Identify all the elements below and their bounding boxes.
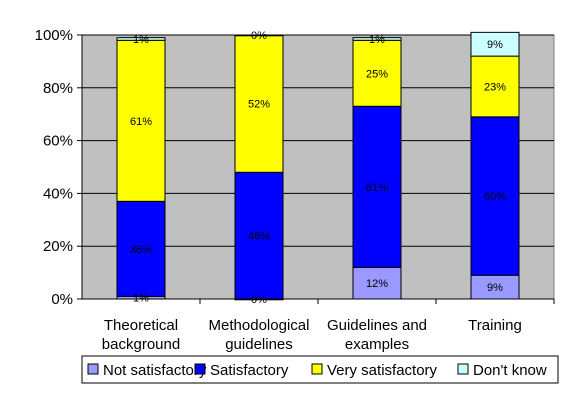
legend-label: Not satisfactory <box>103 362 207 379</box>
data-label: 61% <box>130 116 152 128</box>
bar-segment <box>352 105 402 268</box>
data-labels: 1%36%61%1%0%48%52%0%12%61%25%1%9%60%23%9… <box>130 30 506 306</box>
legend-swatch <box>457 363 469 375</box>
legend: Not satisfactory Satisfactory Very satisfa… <box>81 355 559 384</box>
data-label: 61% <box>366 182 388 194</box>
bar-segment <box>116 39 166 202</box>
data-label: 0% <box>251 30 267 42</box>
x-tick-label: guidelines <box>225 336 293 353</box>
bars <box>116 31 520 301</box>
x-tick-label: Theoretical <box>104 317 178 334</box>
data-label: 1% <box>369 34 385 46</box>
bar-segment <box>470 116 520 276</box>
bar-segment <box>352 37 402 41</box>
data-label: 52% <box>248 99 270 111</box>
data-label: 1% <box>133 34 149 46</box>
bar-segment <box>470 55 520 118</box>
bar-segment <box>234 34 284 173</box>
bar-segment <box>352 39 402 107</box>
x-tick-label: background <box>102 336 180 353</box>
data-label: 0% <box>251 294 267 306</box>
legend-label: Very satisfactory <box>327 362 438 379</box>
bar-segment <box>470 31 520 57</box>
x-tick-label: Methodological <box>209 317 310 334</box>
legend-label: Don't know <box>473 362 547 379</box>
data-label: 12% <box>366 278 388 290</box>
data-label: 9% <box>487 282 503 294</box>
y-axis-ticks: 0% 20% 40% 60% 80% 100% <box>35 27 83 308</box>
legend-label: Satisfactory <box>210 362 289 379</box>
x-tick-label: Guidelines and <box>327 317 427 334</box>
data-label: 9% <box>487 39 503 51</box>
bar-segment <box>116 37 166 41</box>
x-tick-label: examples <box>345 336 409 353</box>
legend-swatch <box>311 363 323 375</box>
y-tick-label: 60% <box>43 133 73 150</box>
data-label: 48% <box>248 231 270 243</box>
data-label: 36% <box>130 244 152 256</box>
legend-swatch <box>87 363 99 375</box>
x-tick-label: Training <box>468 317 522 334</box>
y-tick-label: 20% <box>43 238 73 255</box>
x-axis-ticks: Theoretical background Methodological guide… <box>82 298 555 353</box>
y-tick-label: 40% <box>43 185 73 202</box>
y-tick-label: 80% <box>43 80 73 97</box>
data-label: 23% <box>484 81 506 93</box>
y-tick-label: 100% <box>35 27 73 44</box>
bar-segment <box>234 171 284 300</box>
data-label: 25% <box>366 68 388 80</box>
data-label: 60% <box>484 191 506 203</box>
bar-segment <box>234 34 284 37</box>
y-tick-label: 0% <box>51 291 73 308</box>
legend-swatch <box>194 363 206 375</box>
